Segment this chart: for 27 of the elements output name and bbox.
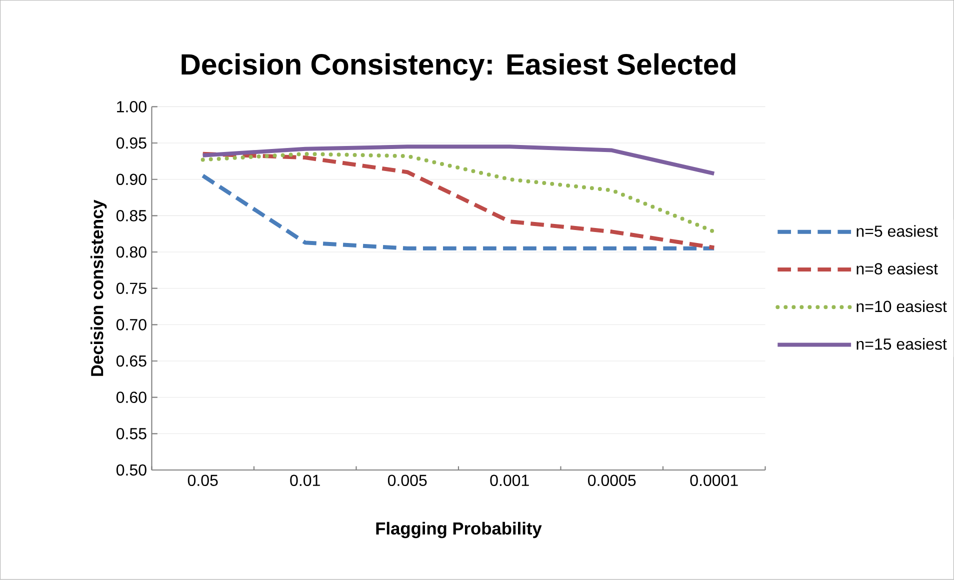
x-tick-label: 0.0005 <box>588 474 636 486</box>
x-tick-label: 0.005 <box>388 474 427 486</box>
y-tick-label: 0.90 <box>116 174 146 186</box>
x-axis-title: Flagging Probability <box>376 522 542 538</box>
y-tick-label: 0.95 <box>116 138 146 149</box>
x-tick-label: 0.01 <box>290 474 320 486</box>
y-tick-label: 0.75 <box>116 282 146 294</box>
y-tick-label: 0.70 <box>116 319 146 330</box>
x-tick-label: 0.0001 <box>690 474 738 486</box>
legend-label: n=5 easiest <box>856 225 938 238</box>
x-tick-label: 0.001 <box>490 474 529 486</box>
y-tick-label: 0.60 <box>116 392 146 404</box>
line-series <box>200 144 716 176</box>
legend-label: n=8 easiest <box>856 262 938 275</box>
chart-title: Decision Consistency: Easiest Selected <box>182 53 736 81</box>
x-tick-label: 0.05 <box>188 474 218 486</box>
y-tick-label: 0.85 <box>116 210 146 222</box>
y-tick-label: 0.80 <box>116 246 146 258</box>
line-series <box>200 152 716 250</box>
legend-label: n=10 easiest <box>856 300 947 312</box>
line-series <box>200 152 716 234</box>
y-tick-label: 0.50 <box>116 464 146 476</box>
y-tick-label: 0.55 <box>116 428 146 440</box>
y-axis-title: Decision consistency <box>90 200 107 376</box>
legend-label: n=15 easiest <box>856 338 947 350</box>
y-tick-label: 1.00 <box>117 101 146 113</box>
y-tick-label: 0.65 <box>116 355 146 367</box>
